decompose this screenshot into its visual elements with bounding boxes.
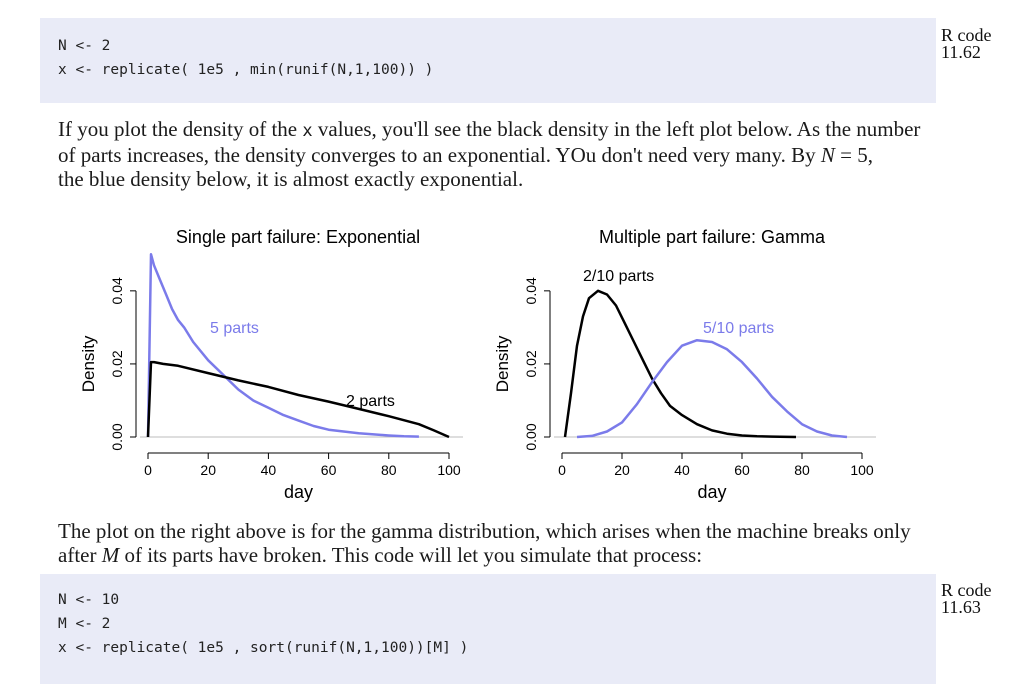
r-code-label-2: R code 11.63: [941, 580, 992, 617]
y-axis-label: Density: [493, 335, 512, 392]
text-run: = 5,: [834, 143, 873, 167]
paragraph-1: If you plot the density of the x values,…: [58, 117, 938, 191]
series-annotation: 2 parts: [346, 393, 395, 410]
y-tick-label: 0.02: [523, 350, 539, 377]
math-variable-m: M: [101, 543, 120, 567]
code-line: x <- replicate( 1e5 , sort(runif(N,1,100…: [58, 640, 469, 656]
text-run: of parts increases, the density converge…: [58, 143, 821, 167]
figure: Single part failure: Exponential 0.00 0.02…: [79, 227, 876, 502]
y-tick-label: 0.00: [523, 423, 539, 450]
text-run: values, you'll see the black density in …: [312, 117, 921, 141]
math-variable-n: N: [820, 143, 835, 167]
series-annotation: 5/10 parts: [703, 320, 774, 337]
code-line: M <- 2: [58, 616, 111, 632]
paragraph-line: after M of its parts have broken. This c…: [58, 543, 938, 567]
series-annotation: 5 parts: [210, 320, 259, 337]
series-line-2-10-parts: [563, 289, 797, 439]
paragraph-2: The plot on the right above is for the g…: [58, 519, 938, 567]
code-line: N <- 2: [58, 38, 111, 54]
y-tick-label: 0.04: [109, 277, 125, 304]
code-block-2: N <- 10 M <- 2 x <- replicate( 1e5 , sor…: [40, 574, 936, 684]
paragraph-line: The plot on the right above is for the g…: [58, 519, 911, 543]
chart-title: Single part failure: Exponential: [176, 227, 420, 247]
text-run: of its parts have broken. This code will…: [119, 543, 703, 567]
chart-title: Multiple part failure: Gamma: [599, 227, 826, 247]
text-run: If you plot the density of the: [58, 117, 303, 141]
x-tick-label: 100: [437, 462, 461, 478]
series-annotation: 2/10 parts: [583, 268, 654, 285]
x-tick-label: 0: [144, 462, 152, 478]
r-code-label-1: R code 11.62: [941, 25, 992, 62]
r-code-label-text: R code: [941, 580, 992, 600]
code-line: N <- 10: [58, 592, 120, 608]
paragraph-line: of parts increases, the density converge…: [58, 143, 938, 167]
x-axis-label: day: [284, 482, 313, 502]
series-line-5-parts: [146, 253, 419, 438]
x-tick-label: 0: [558, 462, 566, 478]
x-tick-label: 80: [381, 462, 397, 478]
r-code-label-text: R code: [941, 25, 992, 45]
y-tick-label: 0.00: [109, 423, 125, 450]
paragraph-line: the blue density below, it is almost exa…: [58, 167, 524, 191]
series-line-5-10-parts: [576, 338, 848, 439]
x-tick-label: 60: [734, 462, 750, 478]
y-tick-label: 0.04: [523, 277, 539, 304]
x-tick-label: 40: [261, 462, 277, 478]
inline-code-x: x: [302, 121, 313, 141]
x-tick-label: 80: [794, 462, 810, 478]
x-axis-label: day: [697, 482, 726, 502]
y-tick-label: 0.02: [109, 350, 125, 377]
x-tick-label: 20: [614, 462, 630, 478]
r-code-number: 11.63: [941, 597, 981, 617]
y-axis-label: Density: [79, 335, 98, 392]
x-tick-label: 20: [200, 462, 216, 478]
series-line-2-parts: [146, 360, 450, 439]
paragraph-line: If you plot the density of the x values,…: [58, 117, 938, 143]
code-block-1: N <- 2 x <- replicate( 1e5 , min(runif(N…: [40, 18, 936, 103]
code-line: x <- replicate( 1e5 , min(runif(N,1,100)…: [58, 62, 434, 78]
r-code-number: 11.62: [941, 42, 981, 62]
text-run: after: [58, 543, 102, 567]
x-tick-label: 60: [321, 462, 337, 478]
x-tick-label: 40: [674, 462, 690, 478]
x-tick-label: 100: [850, 462, 874, 478]
